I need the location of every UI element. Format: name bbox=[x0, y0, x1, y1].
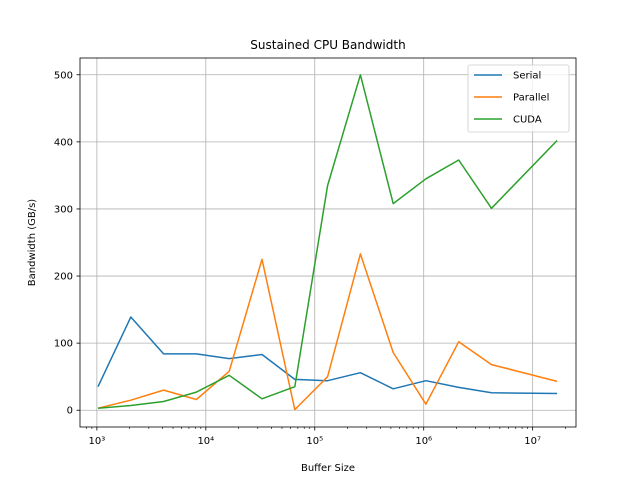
series-lines bbox=[97, 74, 558, 411]
y-tick-label: 300 bbox=[54, 204, 73, 215]
series-line-cuda bbox=[97, 74, 558, 409]
y-axis-label: Bandwidth (GB/s) bbox=[27, 199, 38, 287]
x-axis-ticks: 10³ 10⁴ 10⁵ 10⁶ 10⁷ bbox=[86, 427, 566, 447]
y-tick-label: 100 bbox=[54, 339, 73, 350]
y-tick-label: 500 bbox=[54, 70, 73, 81]
y-axis-ticks: 0 100 200 300 400 500 bbox=[54, 70, 80, 417]
legend-label-parallel: Parallel bbox=[513, 93, 549, 104]
x-tick-label: 10⁴ bbox=[197, 436, 214, 447]
y-tick-label: 200 bbox=[54, 272, 73, 283]
y-tick-label: 0 bbox=[67, 406, 73, 417]
x-tick-label: 10⁵ bbox=[306, 436, 323, 447]
series-line-parallel bbox=[97, 253, 558, 411]
y-tick-label: 400 bbox=[54, 137, 73, 148]
chart-title: Sustained CPU Bandwidth bbox=[250, 38, 405, 52]
x-tick-label: 10⁷ bbox=[524, 436, 541, 447]
plot-frame bbox=[79, 57, 577, 428]
x-axis-label: Buffer Size bbox=[301, 463, 355, 474]
legend: Serial Parallel CUDA bbox=[467, 64, 570, 133]
legend-label-serial: Serial bbox=[513, 71, 541, 82]
x-tick-label: 10⁶ bbox=[415, 436, 432, 447]
grid-lines bbox=[80, 58, 576, 427]
legend-frame bbox=[467, 64, 570, 133]
legend-label-cuda: CUDA bbox=[513, 115, 542, 126]
x-tick-label: 10³ bbox=[89, 436, 106, 447]
series-line-serial bbox=[97, 316, 558, 395]
